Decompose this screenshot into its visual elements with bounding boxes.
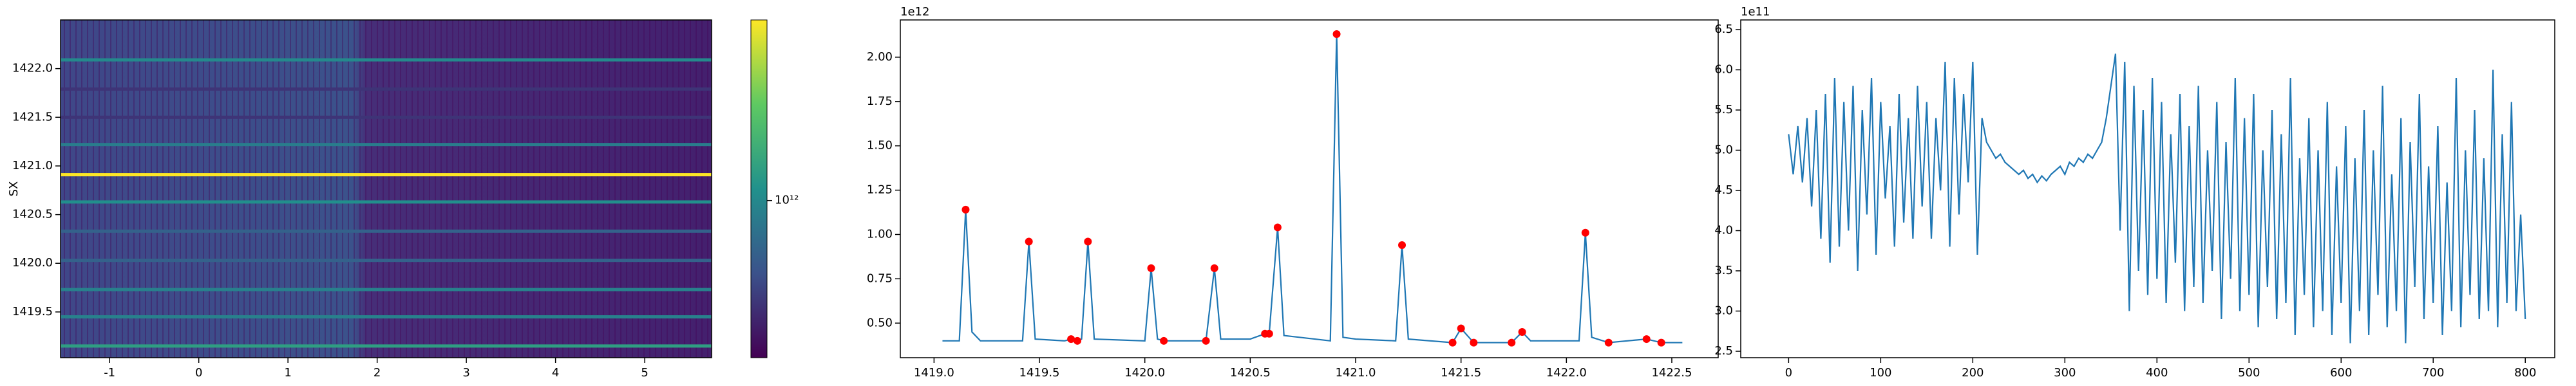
x-tick-label: 1419.5 <box>1019 366 1060 380</box>
y-tick-label: 0.50 <box>867 316 893 329</box>
axes-frame <box>60 19 712 358</box>
y-tick-label: 1.25 <box>867 183 893 197</box>
x-tick-label: 1420.5 <box>1230 366 1271 380</box>
y-tick-label: 1420.5 <box>12 208 53 221</box>
x-tick-label: 5 <box>641 366 648 380</box>
peak-marker <box>1210 264 1218 272</box>
peak-marker <box>1273 223 1282 232</box>
y-tick-label: 1.00 <box>867 227 893 241</box>
y-tick-label: 6.0 <box>1714 63 1733 77</box>
axes-frame <box>1740 19 2555 358</box>
y-tick-label: 1422.0 <box>12 62 53 75</box>
peak-marker <box>1160 336 1168 345</box>
heatmap-row <box>61 173 712 177</box>
y-tick-label: 3.5 <box>1714 264 1733 277</box>
x-tick-label: 1421.5 <box>1441 366 1481 380</box>
peak-marker <box>1265 329 1273 338</box>
heatmap-row <box>61 259 712 262</box>
y-tick-label: 3.0 <box>1714 304 1733 318</box>
y-tick-label: 1421.0 <box>12 159 53 172</box>
x-tick-label: 1422.0 <box>1546 366 1587 380</box>
peak-marker <box>1581 228 1589 237</box>
peak-marker <box>1084 237 1092 246</box>
y-tick-label: 1.75 <box>867 95 893 108</box>
y-tick-label: 1421.5 <box>12 110 53 124</box>
heatmap-row <box>61 200 712 204</box>
y-tick-label: 1420.0 <box>12 256 53 270</box>
heatmap-row <box>61 344 712 348</box>
colorbar <box>750 19 768 358</box>
x-tick-label: 300 <box>2054 366 2076 380</box>
peak-marker <box>1025 237 1033 246</box>
heatmap-stripes <box>61 20 712 358</box>
x-tick-label: -1 <box>104 366 115 380</box>
colorbar-tick-label: 10¹² <box>775 194 799 207</box>
y-tick-label: 4.5 <box>1714 183 1733 197</box>
x-tick-label: 0 <box>195 366 202 380</box>
x-tick-label: 1421.0 <box>1336 366 1376 380</box>
y-tick-label: 2.00 <box>867 50 893 64</box>
y-tick-label: 5.5 <box>1714 103 1733 116</box>
peak-marker <box>961 205 970 214</box>
peak-marker <box>1470 338 1478 347</box>
peak-marker <box>1457 324 1465 333</box>
peak-marker <box>1604 338 1613 347</box>
peak-marker <box>1398 241 1406 249</box>
x-tick-label: 1422.5 <box>1651 366 1692 380</box>
offset-text: 1e12 <box>900 5 929 19</box>
y-tick-label: 0.75 <box>867 271 893 285</box>
x-tick-label: 700 <box>2422 366 2444 380</box>
offset-text: 1e11 <box>1741 5 1770 19</box>
heatmap-row <box>61 115 712 119</box>
line-series <box>1788 53 2526 344</box>
heatmap-row <box>61 315 712 318</box>
peak-marker <box>1642 335 1651 344</box>
y-tick-label: 1.50 <box>867 139 893 152</box>
heatmap-row <box>61 229 712 233</box>
y-tick-label: 6.5 <box>1714 23 1733 36</box>
x-tick-label: 200 <box>1962 366 1984 380</box>
axes-frame <box>900 19 1719 358</box>
peak-marker <box>1518 328 1526 336</box>
peak-marker <box>1508 338 1516 347</box>
x-tick-label: 500 <box>2238 366 2260 380</box>
peak-marker <box>1332 30 1341 39</box>
x-tick-label: 0 <box>1785 366 1792 380</box>
peak-marker <box>1067 335 1075 344</box>
peak-marker <box>1147 264 1155 272</box>
x-tick-label: 400 <box>2146 366 2168 380</box>
y-tick-label: 4.0 <box>1714 224 1733 237</box>
heatmap-row <box>61 143 712 147</box>
x-tick-label: 1419.0 <box>914 366 954 380</box>
y-tick-label: 5.0 <box>1714 143 1733 157</box>
x-tick-label: 2 <box>374 366 381 380</box>
x-tick-label: 1 <box>284 366 291 380</box>
x-tick-label: 100 <box>1870 366 1891 380</box>
y-axis-label: SX <box>7 181 21 197</box>
peak-marker <box>1657 338 1665 347</box>
heatmap-row <box>61 58 712 62</box>
heatmap-row <box>61 87 712 91</box>
x-tick-label: 4 <box>552 366 559 380</box>
peak-marker <box>1202 336 1210 345</box>
y-tick-label: 2.5 <box>1714 344 1733 358</box>
heatmap-row <box>61 288 712 291</box>
x-tick-label: 600 <box>2330 366 2352 380</box>
y-tick-label: 1419.5 <box>12 305 53 318</box>
peak-marker <box>1073 336 1081 345</box>
x-tick-label: 1420.0 <box>1124 366 1165 380</box>
x-tick-label: 800 <box>2514 366 2536 380</box>
x-tick-label: 3 <box>462 366 469 380</box>
peak-marker <box>1448 338 1457 347</box>
